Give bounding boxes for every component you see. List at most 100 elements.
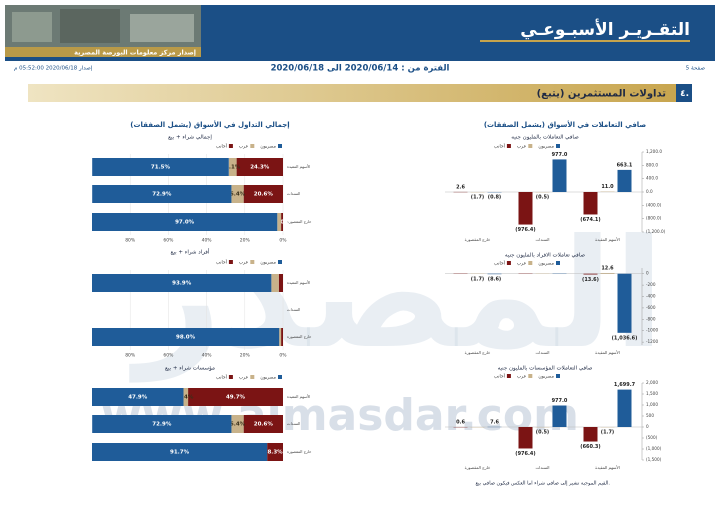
y-tick-label: 1,200.0 [646,149,662,154]
x-tick-label: 20% [240,238,251,244]
y-tick-label: 0.0 [646,189,653,194]
legend-label: أجانب [216,259,227,266]
y-tick-label: -200 [646,282,656,287]
value-label: 91.7% [170,450,190,456]
bar [583,273,598,275]
legend-swatch [506,261,511,265]
value-label: 12.6 [601,265,614,271]
y-tick-label: (400.0) [646,202,662,207]
category-label: الأسهم المقيدة [595,465,620,470]
row-label: السندات [287,191,300,196]
row-label: خارج المقصورة [287,334,312,339]
bar-segment [267,443,283,461]
y-tick-label: 800.0 [646,162,658,167]
bar [518,427,533,449]
value-label: 11.0 [601,184,614,190]
legend-label: عرب [517,375,527,380]
legend-label: مصريون [538,262,554,267]
bar-segment [188,388,283,406]
legend-swatch [556,144,560,148]
y-tick-label: 500 [646,413,654,418]
section-title: تداولات المستثمرين (يتبع) [537,89,667,100]
photo-detail [12,12,52,42]
photo-detail [60,9,120,43]
y-tick-label: (1,000) [646,446,662,451]
value-label: 98.0% [176,335,196,341]
legend-label: عرب [239,145,249,150]
x-tick-label: 60% [163,238,174,244]
legend-label: عرب [239,376,249,381]
y-tick-label: -800 [646,316,656,321]
value-label: (1.7) [601,430,614,436]
y-tick-label: 1,500 [646,391,658,396]
section-number-box [676,84,692,102]
bar-segment [228,158,237,176]
legend-label: مصريون [260,261,276,266]
x-tick-label: 80% [125,353,136,359]
row-label: الأسهم المقيدة [287,164,310,169]
bar [617,169,632,192]
legend-swatch [228,144,233,148]
legend-swatch [228,375,233,379]
legend-swatch [278,144,282,148]
bar [583,427,598,442]
footer-space [0,496,720,509]
y-tick-label: (800.0) [646,216,662,221]
bar-segment [277,213,282,231]
legend-label: أجانب [494,260,505,267]
bar-segment [92,388,184,406]
row-label: خارج المقصورة [287,219,312,224]
value-label: 24.3% [250,165,270,171]
legend-label: عرب [239,261,249,266]
category-label: الأسهم المقيدة [595,237,620,242]
value-label: 1,699.7 [614,382,636,388]
legend-label: أجانب [216,374,227,381]
value-label: 7.6 [490,419,499,425]
legend-label: مصريون [260,145,276,150]
bar [617,273,632,333]
y-tick-label: -400 [646,294,656,299]
bar-segment [92,328,280,346]
category-label: خارج المقصورة [465,237,491,242]
y-tick-label: 400.0 [646,176,658,181]
legend-swatch [228,260,233,264]
y-tick-label: 1,000 [646,402,658,407]
chart-title: أفراد شراء + بيع [171,248,210,256]
value-label: 6.4% [230,422,246,428]
y-tick-label: 0 [646,424,649,429]
header-subtitle: إصدار مركز معلومات البورصة المصرية [74,49,196,57]
y-tick-label: -1200 [646,339,659,344]
bar-segment [231,415,244,433]
legend-swatch [278,375,282,379]
value-label: 2.6 [456,184,465,190]
value-label: 71.5% [151,165,171,171]
bar-segment [243,415,283,433]
legend-label: مصريون [260,376,276,381]
bar-segment [243,185,283,203]
header-title: التقـريـر الأسبـوعـي [520,19,690,40]
bar-segment [231,185,244,203]
legend-label: أجانب [216,143,227,150]
category-label: السندات [535,465,549,470]
value-label: 977.0 [552,152,568,158]
value-label: 72.9% [152,422,172,428]
value-label: (1.7) [471,276,484,282]
value-label: (1,036.6) [612,335,638,341]
value-label: (674.1) [580,217,600,223]
value-label: (1.7) [471,195,484,201]
value-label: 663.1 [617,162,633,168]
chart-title: صافي التعاملات بالمليون جنيه [511,135,579,141]
bar-segment [92,274,272,292]
y-tick-label: 0 [646,271,649,276]
legend-swatch [506,144,511,148]
legend-label: أجانب [494,373,505,380]
x-tick-label: 0% [279,238,287,244]
category-label: خارج المقصورة [465,465,491,470]
chart-title: إجمالي شراء + بيع [168,135,212,141]
bar-segment [92,415,232,433]
watermark-logo: المصدر [128,208,664,383]
value-label: (8.6) [488,277,501,283]
bar-segment [92,185,232,203]
value-label: 47.9% [128,395,148,401]
bar [518,192,533,225]
